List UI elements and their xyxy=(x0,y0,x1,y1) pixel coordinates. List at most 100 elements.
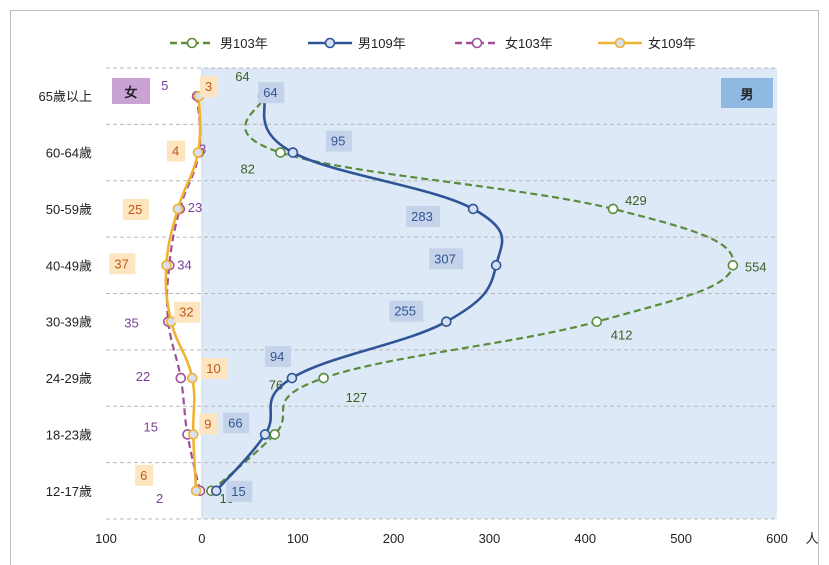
legend-label-2: 女103年 xyxy=(505,36,553,51)
series-1-data-label-7: 64 xyxy=(263,85,277,100)
series-1-label-bg-5 xyxy=(406,205,441,227)
series-1-point-3 xyxy=(440,316,452,327)
category-label-2: 24-29歲 xyxy=(46,371,92,386)
series-1-label-bg-1 xyxy=(223,412,250,434)
x-tick-label-3: 200 xyxy=(383,531,405,546)
series-0-data-label-2: 127 xyxy=(346,390,368,405)
series-3-data-label-4: 37 xyxy=(114,256,128,271)
category-label-1: 18-23歲 xyxy=(46,427,92,442)
x-tick-label-4: 300 xyxy=(479,531,501,546)
series-0-data-label-5: 429 xyxy=(625,193,647,208)
series-2-data-label-2: 22 xyxy=(136,369,150,384)
series-0-data-label-3: 412 xyxy=(611,328,633,343)
series-3-point-5 xyxy=(172,203,184,215)
series-3-point-6 xyxy=(192,147,204,158)
series-3-data-label-0: 6 xyxy=(140,468,147,483)
male-region-badge xyxy=(721,78,773,108)
series-2-data-label-6: 3 xyxy=(199,142,206,157)
series-1-label-bg-2 xyxy=(264,346,291,368)
x-tick-label-5: 400 xyxy=(574,531,596,546)
category-label-7: 65歲以上 xyxy=(39,89,92,104)
series-3-point-2 xyxy=(186,372,198,384)
series-3-data-label-5: 25 xyxy=(128,202,142,217)
series-2-data-label-4: 34 xyxy=(177,257,191,272)
legend-label-0: 男103年 xyxy=(220,36,268,51)
series-2-data-label-7: 5 xyxy=(161,78,168,93)
series-0-point-5 xyxy=(607,203,619,215)
series-3-data-label-6: 4 xyxy=(172,144,179,159)
series-line-1 xyxy=(215,95,504,492)
series-3-label-bg-4 xyxy=(109,253,136,275)
x-tick-label-6: 500 xyxy=(670,531,692,546)
series-1-point-4 xyxy=(490,260,502,271)
series-3-label-bg-2 xyxy=(201,358,228,380)
series-1-point-5 xyxy=(467,203,479,215)
legend-label-3: 女109年 xyxy=(648,36,696,51)
series-1-data-label-3: 255 xyxy=(394,304,416,319)
series-1-data-label-5: 283 xyxy=(411,209,433,224)
series-1-label-bg-6 xyxy=(325,130,352,152)
series-1-point-0 xyxy=(210,485,222,497)
category-label-6: 60-64歲 xyxy=(46,146,92,161)
series-0-data-label-7: 64 xyxy=(235,69,249,84)
x-tick-label-2: 100 xyxy=(287,531,309,546)
series-2-data-label-3: 35 xyxy=(124,316,138,331)
series-3-point-0 xyxy=(190,485,202,497)
series-3-label-bg-3 xyxy=(174,301,201,323)
male-region-label: 男 xyxy=(740,87,753,102)
series-1-data-label-2: 94 xyxy=(270,349,284,364)
category-label-5: 50-59歲 xyxy=(46,202,92,217)
series-1-label-bg-4 xyxy=(429,248,464,270)
series-1-point-6 xyxy=(287,147,299,158)
series-2-point-2 xyxy=(175,372,187,384)
series-1-label-bg-3 xyxy=(389,300,424,322)
series-0-data-label-6: 82 xyxy=(240,162,254,177)
category-label-0: 12-17歲 xyxy=(46,484,92,499)
series-line-3 xyxy=(164,96,202,491)
chart-frame xyxy=(10,10,819,565)
series-3-data-label-2: 10 xyxy=(206,361,220,376)
series-3-point-4 xyxy=(161,260,172,271)
series-3-label-bg-7 xyxy=(199,76,218,98)
series-1-data-label-1: 66 xyxy=(228,415,242,430)
series-3-data-label-7: 3 xyxy=(205,79,212,94)
category-label-3: 30-39歲 xyxy=(46,315,92,330)
series-3-label-bg-5 xyxy=(122,198,149,220)
x-tick-label-0: 100 xyxy=(95,531,117,546)
legend-marker-0 xyxy=(186,37,198,49)
series-0-point-2 xyxy=(318,372,329,384)
series-3-data-label-1: 9 xyxy=(204,416,211,431)
x-tick-label-1: 0 xyxy=(198,531,205,546)
series-3-label-bg-1 xyxy=(199,413,218,435)
series-3-point-1 xyxy=(187,429,199,440)
series-3-label-bg-0 xyxy=(135,464,154,486)
series-2-data-label-5: 23 xyxy=(188,200,202,215)
series-0-data-label-4: 554 xyxy=(745,259,767,274)
series-1-data-label-6: 95 xyxy=(331,134,345,149)
series-1-data-label-0: 15 xyxy=(231,484,245,499)
series-1-data-label-4: 307 xyxy=(434,251,456,266)
series-3-data-label-3: 32 xyxy=(179,305,193,320)
x-tick-label-7: 600 xyxy=(766,531,788,546)
series-0-point-1 xyxy=(269,429,281,440)
series-0-point-6 xyxy=(275,147,286,158)
series-1-point-1 xyxy=(259,429,271,440)
legend-marker-3 xyxy=(614,37,626,49)
series-1-point-2 xyxy=(286,372,298,384)
female-region-label: 女 xyxy=(124,85,137,100)
legend-marker-2 xyxy=(471,37,483,49)
series-0-point-4 xyxy=(727,260,739,271)
category-label-4: 40-49歲 xyxy=(46,258,92,273)
female-region-badge xyxy=(112,78,150,104)
series-1-label-bg-7 xyxy=(258,82,285,104)
x-unit-label: 人 xyxy=(805,531,818,546)
series-3-label-bg-6 xyxy=(167,140,186,162)
legend-marker-1 xyxy=(324,37,336,49)
series-0-point-3 xyxy=(591,316,603,327)
legend-label-1: 男109年 xyxy=(358,36,406,51)
series-1-label-bg-0 xyxy=(226,480,253,502)
series-2-data-label-1: 15 xyxy=(143,419,157,434)
series-2-data-label-0: 2 xyxy=(156,491,163,506)
